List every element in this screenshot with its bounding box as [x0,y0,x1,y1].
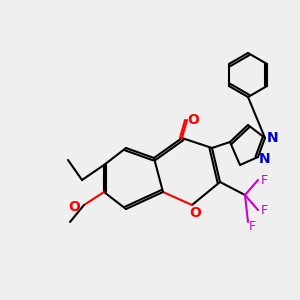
Text: N: N [267,131,279,145]
Text: F: F [260,203,268,217]
Text: O: O [187,113,199,127]
Text: N: N [259,152,271,166]
Text: F: F [248,220,256,232]
Text: O: O [68,200,80,214]
Text: O: O [189,206,201,220]
Text: F: F [260,173,268,187]
